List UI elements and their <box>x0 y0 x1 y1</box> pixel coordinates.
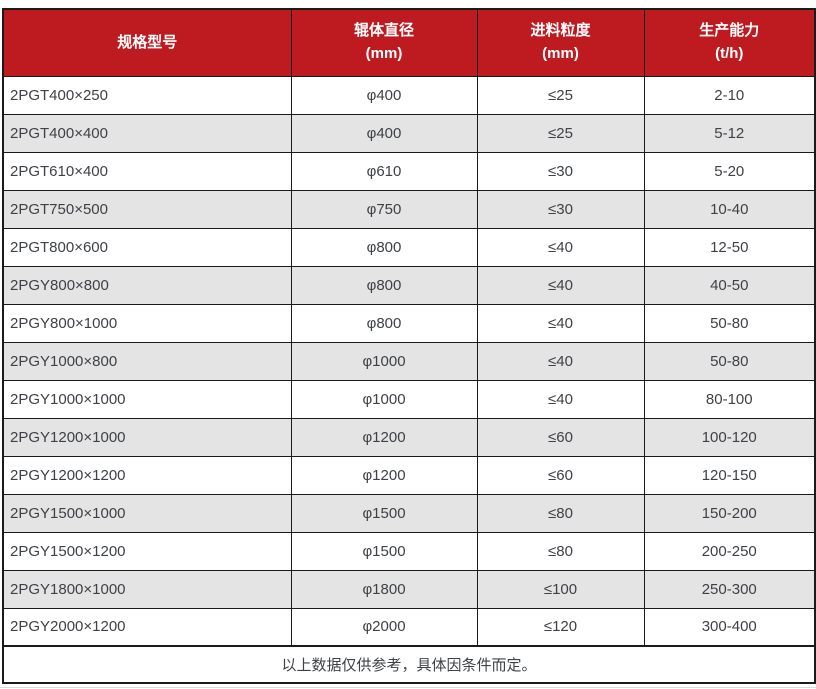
table-row: 2PGY1000×1000 φ1000 ≤40 80-100 <box>2 379 816 419</box>
table-row: 2PGY1500×1200 φ1500 ≤80 200-250 <box>2 531 816 571</box>
col-header-model: 规格型号 <box>2 8 292 77</box>
cell-feed-size: ≤40 <box>476 265 645 305</box>
cell-capacity: 2-10 <box>643 75 816 115</box>
cell-feed-size: ≤120 <box>476 607 645 647</box>
cell-model: 2PGY2000×1200 <box>2 607 292 647</box>
table-row: 2PGT400×250 φ400 ≤25 2-10 <box>2 75 816 115</box>
col-header-capacity-unit: (t/h) <box>715 45 744 63</box>
table-row: 2PGY1200×1200 φ1200 ≤60 120-150 <box>2 455 816 495</box>
col-header-roller-diameter-unit: (mm) <box>365 45 403 63</box>
cell-model: 2PGT400×250 <box>2 75 292 115</box>
cell-model: 2PGY1200×1200 <box>2 455 292 495</box>
table-row: 2PGT400×400 φ400 ≤25 5-12 <box>2 113 816 153</box>
table-row: 2PGY800×1000 φ800 ≤40 50-80 <box>2 303 816 343</box>
cell-model: 2PGY800×800 <box>2 265 292 305</box>
table-row: 2PGY1000×800 φ1000 ≤40 50-80 <box>2 341 816 381</box>
cell-model: 2PGT610×400 <box>2 151 292 191</box>
col-header-model-label: 规格型号 <box>117 33 178 51</box>
cell-model: 2PGT750×500 <box>2 189 292 229</box>
cell-capacity: 40-50 <box>643 265 816 305</box>
footer-note: 以上数据仅供参考，具体因条件而定。 <box>2 645 816 684</box>
table-row: 2PGY1200×1000 φ1200 ≤60 100-120 <box>2 417 816 457</box>
cell-model: 2PGT800×600 <box>2 227 292 267</box>
col-header-feed-size: 进料粒度 (mm) <box>476 8 645 77</box>
cell-roller-diameter: φ1000 <box>290 341 478 381</box>
spec-table-body: 2PGT400×250 φ400 ≤25 2-10 2PGT400×400 φ4… <box>2 75 816 647</box>
cell-capacity: 10-40 <box>643 189 816 229</box>
cell-feed-size: ≤30 <box>476 189 645 229</box>
col-header-capacity: 生产能力 (t/h) <box>643 8 816 77</box>
cell-model: 2PGY1500×1000 <box>2 493 292 533</box>
cell-roller-diameter: φ800 <box>290 227 478 267</box>
col-header-capacity-label: 生产能力 <box>699 22 760 40</box>
cell-feed-size: ≤40 <box>476 227 645 267</box>
cell-roller-diameter: φ1500 <box>290 531 478 571</box>
cell-feed-size: ≤40 <box>476 303 645 343</box>
cell-roller-diameter: φ1500 <box>290 493 478 533</box>
cell-model: 2PGY1000×1000 <box>2 379 292 419</box>
cell-capacity: 120-150 <box>643 455 816 495</box>
spec-table-footer: 以上数据仅供参考，具体因条件而定。 <box>2 645 816 684</box>
page-bottom-divider <box>0 687 816 688</box>
cell-capacity: 200-250 <box>643 531 816 571</box>
cell-feed-size: ≤80 <box>476 493 645 533</box>
cell-roller-diameter: φ1200 <box>290 455 478 495</box>
cell-roller-diameter: φ2000 <box>290 607 478 647</box>
cell-roller-diameter: φ800 <box>290 265 478 305</box>
cell-feed-size: ≤60 <box>476 417 645 457</box>
cell-capacity: 50-80 <box>643 303 816 343</box>
cell-feed-size: ≤100 <box>476 569 645 609</box>
cell-feed-size: ≤25 <box>476 113 645 153</box>
cell-capacity: 12-50 <box>643 227 816 267</box>
cell-model: 2PGY1200×1000 <box>2 417 292 457</box>
cell-capacity: 5-12 <box>643 113 816 153</box>
table-row: 2PGY800×800 φ800 ≤40 40-50 <box>2 265 816 305</box>
cell-capacity: 80-100 <box>643 379 816 419</box>
cell-model: 2PGY800×1000 <box>2 303 292 343</box>
table-row: 2PGT610×400 φ610 ≤30 5-20 <box>2 151 816 191</box>
cell-feed-size: ≤30 <box>476 151 645 191</box>
cell-roller-diameter: φ800 <box>290 303 478 343</box>
cell-capacity: 100-120 <box>643 417 816 457</box>
cell-roller-diameter: φ1800 <box>290 569 478 609</box>
cell-roller-diameter: φ610 <box>290 151 478 191</box>
cell-feed-size: ≤80 <box>476 531 645 571</box>
spec-table-header: 规格型号 辊体直径 (mm) 进料粒度 (mm) <box>2 8 816 77</box>
cell-model: 2PGT400×400 <box>2 113 292 153</box>
spec-table: 规格型号 辊体直径 (mm) 进料粒度 (mm) <box>2 8 816 684</box>
cell-feed-size: ≤40 <box>476 379 645 419</box>
cell-roller-diameter: φ1000 <box>290 379 478 419</box>
cell-roller-diameter: φ750 <box>290 189 478 229</box>
table-row: 2PGT800×600 φ800 ≤40 12-50 <box>2 227 816 267</box>
cell-roller-diameter: φ400 <box>290 75 478 115</box>
cell-capacity: 5-20 <box>643 151 816 191</box>
col-header-roller-diameter-label: 辊体直径 <box>353 22 414 40</box>
col-header-roller-diameter: 辊体直径 (mm) <box>290 8 478 77</box>
table-row: 2PGY1500×1000 φ1500 ≤80 150-200 <box>2 493 816 533</box>
cell-model: 2PGY1000×800 <box>2 341 292 381</box>
cell-feed-size: ≤40 <box>476 341 645 381</box>
col-header-feed-size-unit: (mm) <box>542 45 579 63</box>
header-row: 规格型号 辊体直径 (mm) 进料粒度 (mm) <box>2 8 816 77</box>
cell-feed-size: ≤60 <box>476 455 645 495</box>
cell-model: 2PGY1500×1200 <box>2 531 292 571</box>
table-row: 2PGT750×500 φ750 ≤30 10-40 <box>2 189 816 229</box>
cell-roller-diameter: φ1200 <box>290 417 478 457</box>
col-header-feed-size-label: 进料粒度 <box>530 22 591 40</box>
footer-row: 以上数据仅供参考，具体因条件而定。 <box>2 645 816 684</box>
cell-model: 2PGY1800×1000 <box>2 569 292 609</box>
cell-capacity: 50-80 <box>643 341 816 381</box>
table-row: 2PGY1800×1000 φ1800 ≤100 250-300 <box>2 569 816 609</box>
table-row: 2PGY2000×1200 φ2000 ≤120 300-400 <box>2 607 816 647</box>
cell-feed-size: ≤25 <box>476 75 645 115</box>
cell-capacity: 150-200 <box>643 493 816 533</box>
cell-capacity: 250-300 <box>643 569 816 609</box>
cell-capacity: 300-400 <box>643 607 816 647</box>
cell-roller-diameter: φ400 <box>290 113 478 153</box>
